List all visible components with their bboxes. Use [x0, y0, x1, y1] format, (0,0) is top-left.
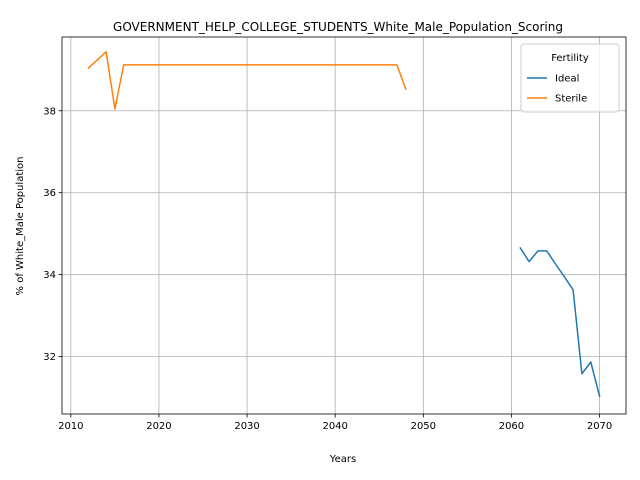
axis-ticks: 2010 2020 2030 2040 2050 2060 2070 32 34 36 38: [43, 106, 612, 432]
y-tick-label: 36: [43, 188, 56, 199]
x-axis-label: Years: [329, 454, 356, 465]
x-tick-label: 2050: [411, 421, 436, 432]
legend-entry-ideal: Ideal: [555, 74, 579, 85]
chart-title: GOVERNMENT_HELP_COLLEGE_STUDENTS_White_M…: [113, 20, 563, 34]
x-tick-label: 2060: [499, 421, 524, 432]
y-axis-label: % of White_Male Population: [15, 157, 26, 296]
x-tick-label: 2030: [234, 421, 259, 432]
x-tick-label: 2070: [587, 421, 612, 432]
plot-frame: [61, 36, 627, 415]
legend-title: Fertility: [551, 53, 589, 64]
legend-entry-sterile: Sterile: [555, 94, 587, 105]
x-tick-label: 2010: [58, 421, 83, 432]
series-line-ideal: [519, 246, 601, 398]
y-tick-label: 34: [43, 270, 56, 281]
legend: Fertility Ideal Sterile: [520, 43, 620, 113]
x-tick-label: 2040: [322, 421, 347, 432]
series-line-sterile: [87, 51, 407, 110]
y-tick-label: 32: [43, 352, 56, 363]
y-tick-label: 38: [43, 106, 56, 117]
x-tick-label: 2020: [146, 421, 171, 432]
series-lines: [87, 51, 601, 398]
legend-box: [520, 43, 620, 113]
